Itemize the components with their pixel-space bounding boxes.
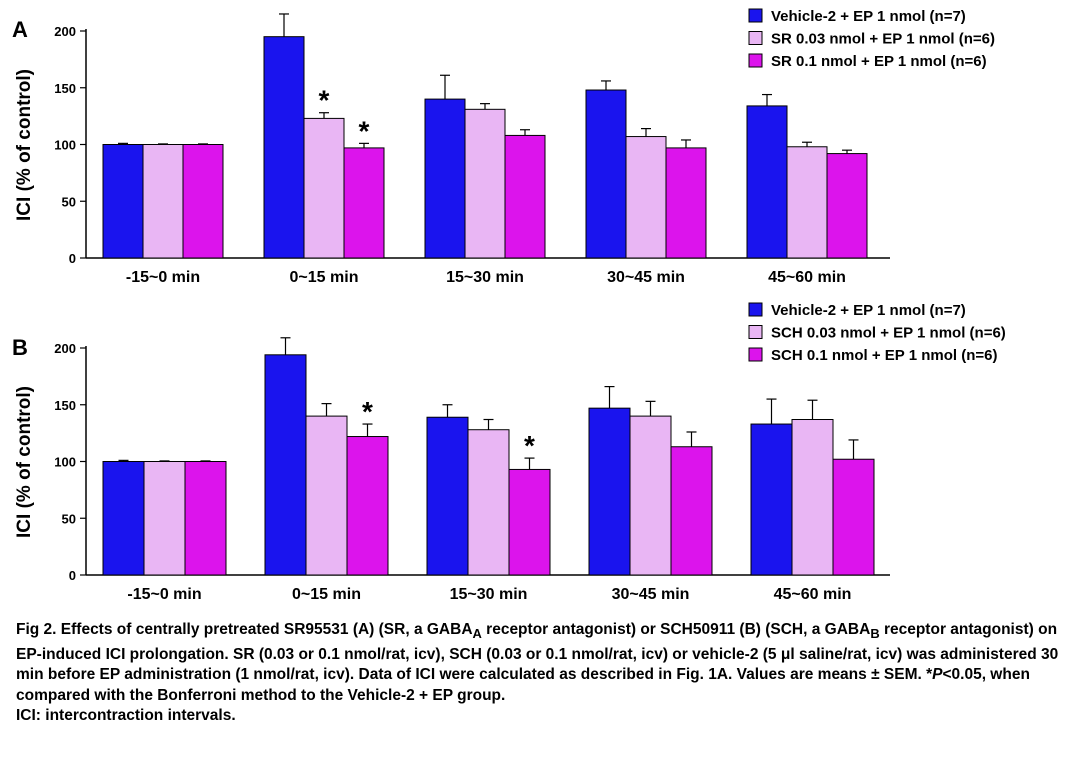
bar	[303, 117, 345, 259]
caption-subscript-a: A	[472, 626, 482, 642]
legend-label: Vehicle-2 + EP 1 nmol (n=7)	[771, 8, 966, 25]
significance-marker: *	[362, 396, 373, 427]
bar	[467, 429, 510, 576]
x-tick-label: 30~45 min	[612, 586, 690, 603]
legend-swatch	[748, 53, 763, 68]
bar	[746, 105, 788, 259]
y-tick-label: 150	[54, 398, 76, 413]
legend-label: SCH 0.03 nmol + EP 1 nmol (n=6)	[771, 325, 1006, 342]
legend-swatch	[748, 347, 763, 362]
y-tick-label: 0	[69, 251, 76, 266]
x-tick-label: 15~30 min	[446, 269, 524, 286]
x-tick-label: -15~0 min	[127, 586, 201, 603]
bar	[670, 446, 713, 576]
legend-swatch	[748, 8, 763, 23]
caption-text: receptor antagonist) on EP-induced ICI p…	[16, 621, 1059, 684]
x-tick-label: 0~15 min	[292, 586, 361, 603]
caption-abbreviation: ICI: intercontraction intervals.	[16, 707, 236, 725]
y-tick-label: 0	[69, 568, 76, 583]
y-tick-label: 50	[62, 511, 76, 526]
bar	[585, 89, 627, 259]
y-axis-title: ICI (% of control)	[14, 69, 35, 221]
bar	[424, 98, 466, 259]
panel-b-chart: B ICI (% of control) 0 50 100 150 200 -15~0 min…	[12, 302, 1006, 603]
y-tick-label: 50	[62, 194, 76, 209]
bar	[143, 461, 186, 576]
bar	[102, 461, 145, 576]
bar	[464, 108, 506, 259]
bar	[625, 136, 667, 259]
significance-marker: *	[524, 430, 535, 461]
x-tick-label: 45~60 min	[768, 269, 846, 286]
caption-text: <0.05, when compared with the Bonferroni…	[16, 666, 1030, 704]
panel-letter: A	[12, 17, 28, 42]
y-tick-label: 150	[54, 81, 76, 96]
bar	[832, 458, 875, 576]
x-tick-label: 0~15 min	[290, 269, 359, 286]
caption-paragraph: Fig 2. Effects of centrally pretreated S…	[16, 620, 1066, 706]
caption-text: Fig 2. Effects of centrally pretreated S…	[16, 621, 473, 638]
legend-swatch	[748, 325, 763, 339]
bar	[588, 407, 631, 576]
legend-label: SCH 0.1 nmol + EP 1 nmol (n=6)	[771, 347, 997, 364]
y-tick-label: 100	[54, 455, 76, 470]
figure-caption: Fig 2. Effects of centrally pretreated S…	[16, 620, 1066, 727]
bar	[264, 354, 307, 576]
panel-a-chart: A ICI (% of control) 0 50 100 150 200 -15~0 min…	[12, 8, 995, 286]
legend-label: Vehicle-2 + EP 1 nmol (n=7)	[771, 302, 966, 319]
bar	[750, 423, 793, 576]
bar	[826, 153, 868, 259]
caption-text: receptor antagonist) or SCH50911 (B) (SC…	[481, 621, 871, 638]
bar	[305, 415, 348, 576]
bar	[508, 468, 551, 576]
bar	[184, 461, 227, 576]
bar	[263, 36, 305, 259]
panel-letter: B	[12, 335, 28, 360]
figure: A ICI (% of control) 0 50 100 150 200 -15~0 min…	[12, 8, 1006, 603]
bar	[182, 144, 224, 259]
bar	[504, 134, 546, 259]
y-tick-label: 100	[54, 138, 76, 153]
bar	[346, 436, 389, 576]
y-tick-label: 200	[54, 24, 76, 39]
bar	[343, 147, 385, 259]
x-tick-label: 30~45 min	[607, 269, 685, 286]
significance-marker: *	[319, 85, 330, 116]
legend-swatch	[748, 31, 763, 45]
caption-p-italic: P	[932, 666, 943, 684]
bar	[665, 147, 707, 259]
legend-swatch	[748, 302, 763, 317]
y-axis-title: ICI (% of control)	[14, 386, 35, 538]
legend-label: SR 0.03 nmol + EP 1 nmol (n=6)	[771, 31, 995, 48]
y-tick-label: 200	[54, 341, 76, 356]
legend-label: SR 0.1 nmol + EP 1 nmol (n=6)	[771, 53, 987, 70]
x-tick-label: 45~60 min	[774, 586, 852, 603]
significance-marker: *	[359, 115, 370, 146]
bar	[786, 146, 828, 259]
bar	[426, 416, 469, 576]
bar	[142, 144, 184, 259]
bar	[102, 144, 144, 259]
caption-subscript-b: B	[870, 626, 880, 642]
x-tick-label: 15~30 min	[450, 586, 528, 603]
x-tick-label: -15~0 min	[126, 269, 200, 286]
bar	[629, 415, 672, 576]
bar	[791, 419, 834, 576]
